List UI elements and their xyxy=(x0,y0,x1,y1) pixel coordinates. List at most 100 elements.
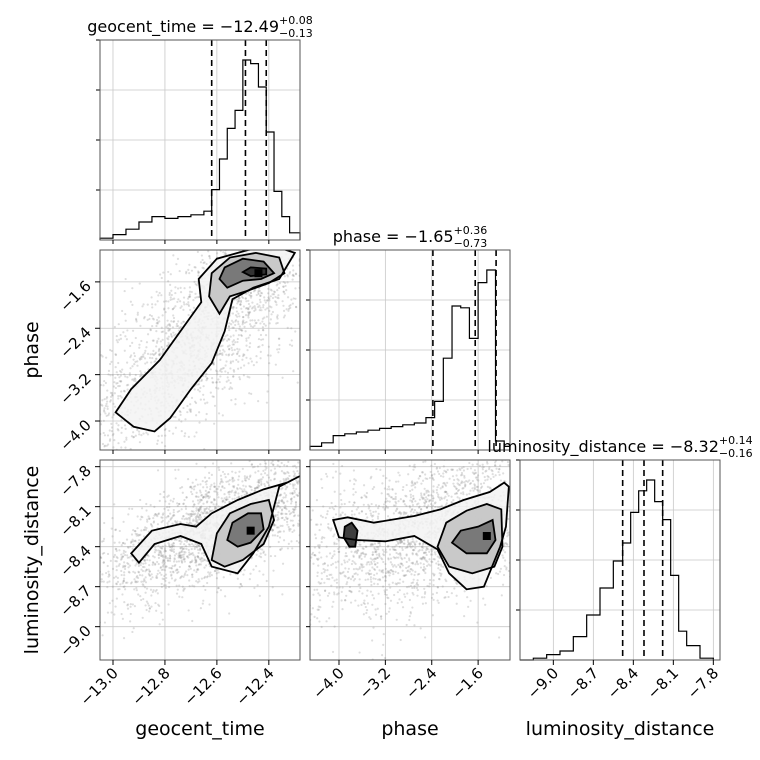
scatter-point xyxy=(203,554,206,557)
scatter-point xyxy=(420,482,423,485)
scatter-point xyxy=(196,296,199,299)
scatter-point xyxy=(251,325,255,329)
scatter-point xyxy=(132,627,135,630)
scatter-point xyxy=(289,303,292,307)
scatter-point xyxy=(113,541,116,544)
scatter-point xyxy=(190,512,193,516)
scatter-point xyxy=(243,569,246,572)
scatter-point xyxy=(282,290,285,293)
scatter-point xyxy=(188,295,192,298)
scatter-point xyxy=(142,584,145,587)
scatter-point xyxy=(269,479,272,482)
scatter-point xyxy=(18,651,20,653)
scatter-point xyxy=(67,590,69,592)
scatter-point xyxy=(249,305,252,308)
scatter-point xyxy=(265,480,269,483)
scatter-point xyxy=(162,564,165,567)
scatter-point xyxy=(263,482,266,486)
scatter-point xyxy=(239,303,242,306)
scatter-point xyxy=(170,334,173,337)
scatter-point xyxy=(516,542,518,544)
scatter-point xyxy=(93,600,95,602)
scatter-point xyxy=(311,516,313,518)
scatter-point xyxy=(134,530,137,533)
scatter-point xyxy=(245,492,248,495)
scatter-point xyxy=(242,354,245,358)
scatter-point xyxy=(290,497,293,500)
scatter-point xyxy=(302,267,304,269)
scatter-point xyxy=(335,246,337,248)
scatter-point xyxy=(100,423,103,426)
scatter-point xyxy=(140,433,143,437)
scatter-point xyxy=(231,497,234,500)
scatter-point xyxy=(286,274,289,277)
scatter-point xyxy=(165,325,168,329)
scatter-point xyxy=(224,252,228,255)
panel-geocent_time-hist xyxy=(96,39,301,240)
scatter-point xyxy=(347,189,349,191)
panel-frame xyxy=(99,459,301,661)
scatter-point xyxy=(127,546,130,549)
scatter-point xyxy=(264,301,267,304)
scatter-point xyxy=(241,244,243,246)
scatter-point xyxy=(227,337,230,341)
scatter-point xyxy=(147,515,150,518)
scatter-point xyxy=(202,261,205,265)
scatter-point xyxy=(258,222,260,224)
scatter-point xyxy=(164,500,167,503)
scatter-point xyxy=(136,455,138,457)
scatter-point xyxy=(129,605,132,608)
scatter-point xyxy=(167,341,170,344)
scatter-point xyxy=(319,499,321,501)
scatter-point xyxy=(245,337,248,340)
scatter-point xyxy=(261,320,264,323)
scatter-point xyxy=(187,513,190,516)
scatter-point xyxy=(176,300,179,304)
scatter-point xyxy=(213,570,216,573)
scatter-point xyxy=(118,549,121,552)
scatter-point xyxy=(151,317,154,320)
scatter-point xyxy=(102,419,105,422)
scatter-point xyxy=(379,615,383,618)
scatter-point xyxy=(133,462,135,464)
scatter-point xyxy=(221,367,224,370)
scatter-point xyxy=(171,515,174,518)
scatter-point xyxy=(555,517,557,519)
scatter-point xyxy=(164,584,167,587)
scatter-point xyxy=(181,596,184,599)
scatter-point xyxy=(207,494,210,498)
scatter-point xyxy=(307,265,309,267)
scatter-point xyxy=(191,559,194,562)
scatter-point xyxy=(237,350,240,353)
scatter-point xyxy=(325,480,327,482)
scatter-point xyxy=(157,549,160,552)
scatter-point xyxy=(144,581,148,584)
panel-geocent_time-vs-phase xyxy=(27,172,349,464)
scatter-point xyxy=(228,500,231,504)
scatter-point xyxy=(132,435,136,439)
scatter-point xyxy=(265,401,269,404)
scatter-point xyxy=(304,455,306,457)
scatter-point xyxy=(188,263,191,266)
scatter-point xyxy=(27,434,29,436)
scatter-point xyxy=(180,540,183,543)
scatter-point xyxy=(188,551,191,554)
scatter-point xyxy=(139,533,142,536)
scatter-point xyxy=(301,489,303,491)
scatter-point xyxy=(201,258,204,262)
scatter-point xyxy=(236,300,239,303)
scatter-point xyxy=(256,584,259,587)
contour-line-1 xyxy=(208,251,286,316)
scatter-point xyxy=(167,335,170,338)
scatter-point xyxy=(343,424,345,426)
scatter-point xyxy=(140,568,143,571)
scatter-point xyxy=(191,481,194,484)
scatter-point xyxy=(363,443,365,445)
scatter-point xyxy=(250,172,252,174)
scatter-point xyxy=(137,576,140,580)
scatter-point xyxy=(281,516,284,519)
scatter-point xyxy=(225,353,228,356)
scatter-point xyxy=(262,303,265,307)
scatter-point xyxy=(335,475,337,477)
scatter-point xyxy=(228,387,231,391)
